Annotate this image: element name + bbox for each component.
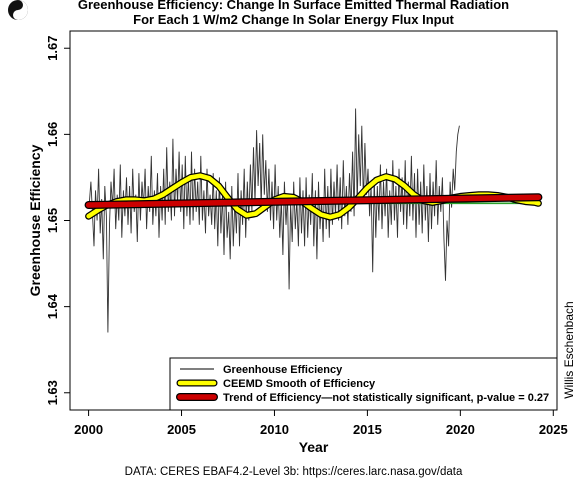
legend-entry-label: Trend of Efficiency—not statistically si… bbox=[223, 392, 549, 404]
y-tick-label: 1.64 bbox=[45, 293, 60, 319]
chart-title: Greenhouse Efficiency: Change In Surface… bbox=[77, 0, 510, 12]
series-line-greenhouse-efficiency bbox=[88, 108, 460, 333]
logo-icon-half bbox=[13, 0, 28, 20]
data-source-note: DATA: CERES EBAF4.2-Level 3b: https://ce… bbox=[124, 466, 463, 478]
x-tick-label: 2005 bbox=[167, 422, 196, 437]
legend-entry-label: CEEMD Smooth of Efficiency bbox=[223, 378, 376, 390]
series-line-trend bbox=[85, 194, 542, 208]
x-tick-label: 2015 bbox=[353, 422, 382, 437]
legend-entry-label: Greenhouse Efficiency bbox=[223, 364, 343, 376]
author-annotation: Willis Eschenbach bbox=[562, 301, 576, 398]
x-tick-label: 2010 bbox=[260, 422, 289, 437]
y-tick-label: 1.67 bbox=[45, 36, 60, 61]
x-tick-label: 2020 bbox=[446, 422, 475, 437]
y-tick-label: 1.66 bbox=[45, 122, 60, 147]
y-tick-label: 1.65 bbox=[45, 208, 60, 233]
y-tick-label: 1.63 bbox=[45, 380, 60, 405]
chart-subtitle: For Each 1 W/m2 Change In Solar Energy F… bbox=[133, 12, 454, 27]
y-axis-label: Greenhouse Efficiency bbox=[27, 144, 43, 296]
x-tick-label: 2000 bbox=[74, 422, 103, 437]
legend-box bbox=[169, 357, 558, 411]
x-axis-label: Year bbox=[299, 439, 329, 455]
x-tick-label: 2025 bbox=[539, 422, 568, 437]
